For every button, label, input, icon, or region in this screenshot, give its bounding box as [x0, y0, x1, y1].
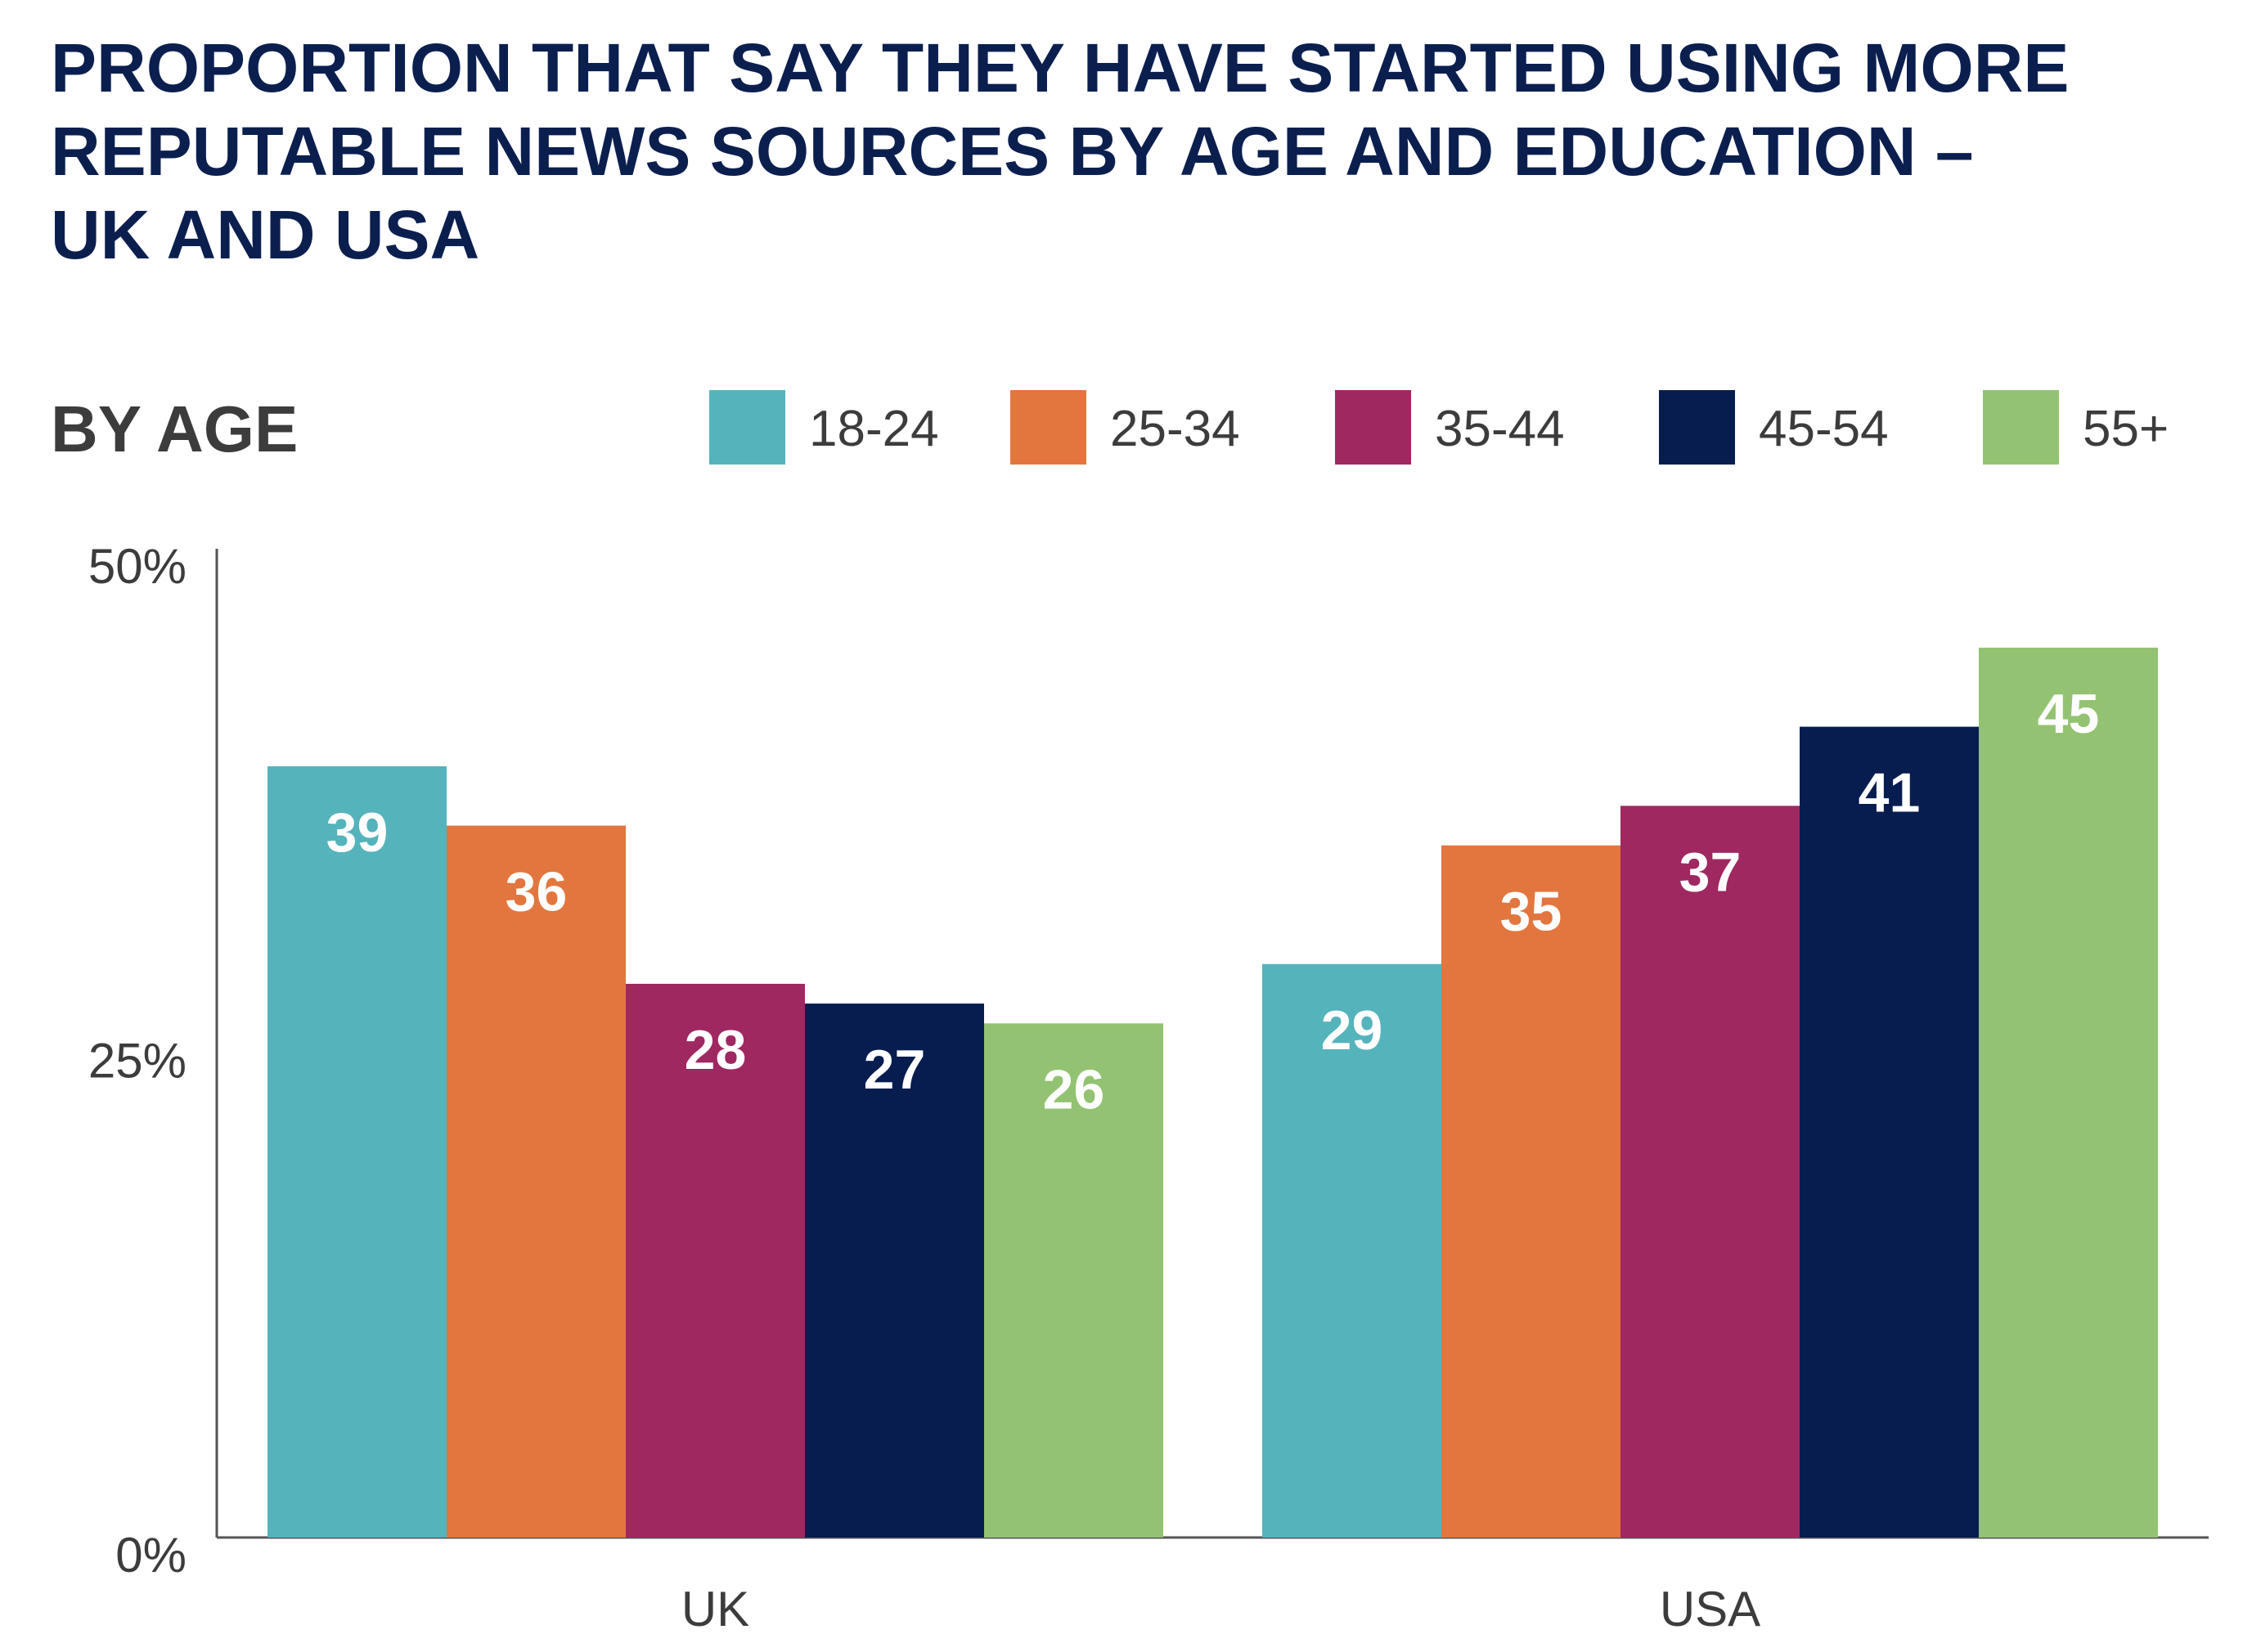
bar-UK-55+ [984, 1023, 1163, 1538]
bar-USA-25-34 [1441, 845, 1620, 1538]
data-label-USA-55+: 45 [2038, 683, 2100, 745]
data-label-USA-35-44: 37 [1679, 841, 1742, 903]
legend-label-45-54: 45-54 [1759, 401, 1889, 457]
data-label-USA-25-34: 35 [1500, 881, 1562, 943]
bar-USA-18-24 [1262, 963, 1441, 1538]
legend-swatch-25-34 [1010, 390, 1086, 465]
legend-label-55+: 55+ [2083, 401, 2169, 457]
title-line-1: PROPORTION THAT SAY THEY HAVE STARTED US… [51, 29, 2069, 106]
bar-UK-18-24 [267, 765, 447, 1538]
legend-swatch-18-24 [709, 390, 785, 465]
data-label-USA-45-54: 41 [1859, 762, 1921, 824]
title-line-2: REPUTABLE NEWS SOURCES BY AGE AND EDUCAT… [51, 113, 1974, 190]
y-tick-label: 50% [88, 539, 187, 594]
data-label-UK-55+: 26 [1043, 1058, 1105, 1120]
y-tick-label: 25% [88, 1034, 187, 1089]
title-line-3: UK AND USA [51, 196, 479, 273]
x-tick-label-UK: UK [681, 1582, 749, 1636]
chart-title: PROPORTION THAT SAY THEY HAVE STARTED US… [51, 29, 2069, 273]
bar-USA-55+ [1979, 647, 2158, 1538]
bar-UK-45-54 [805, 1003, 984, 1538]
legend-label-25-34: 25-34 [1110, 401, 1240, 457]
bar-USA-35-44 [1620, 806, 1800, 1538]
bar-USA-45-54 [1800, 726, 1979, 1538]
legend-swatch-55+ [1983, 390, 2059, 465]
data-label-UK-25-34: 36 [506, 861, 568, 923]
legend-label-35-44: 35-44 [1435, 401, 1565, 457]
data-label-USA-18-24: 29 [1321, 999, 1383, 1062]
legend-swatch-35-44 [1335, 390, 1411, 465]
legend-label-18-24: 18-24 [809, 401, 939, 457]
x-tick-label-USA: USA [1660, 1582, 1760, 1636]
bar-UK-25-34 [447, 825, 626, 1538]
legend: 18-24 25-34 35-44 45-54 55+ [709, 390, 2169, 465]
bars: 39 36 28 27 26 UK 29 35 37 41 45 USA [267, 647, 2158, 1636]
y-tick-label: 0% [115, 1528, 187, 1582]
bar-UK-35-44 [626, 983, 805, 1538]
legend-swatch-45-54 [1659, 390, 1735, 465]
subtitle: BY AGE [51, 393, 298, 465]
data-label-UK-35-44: 28 [685, 1019, 747, 1081]
data-label-UK-45-54: 27 [864, 1039, 926, 1101]
data-label-UK-18-24: 39 [326, 801, 389, 864]
